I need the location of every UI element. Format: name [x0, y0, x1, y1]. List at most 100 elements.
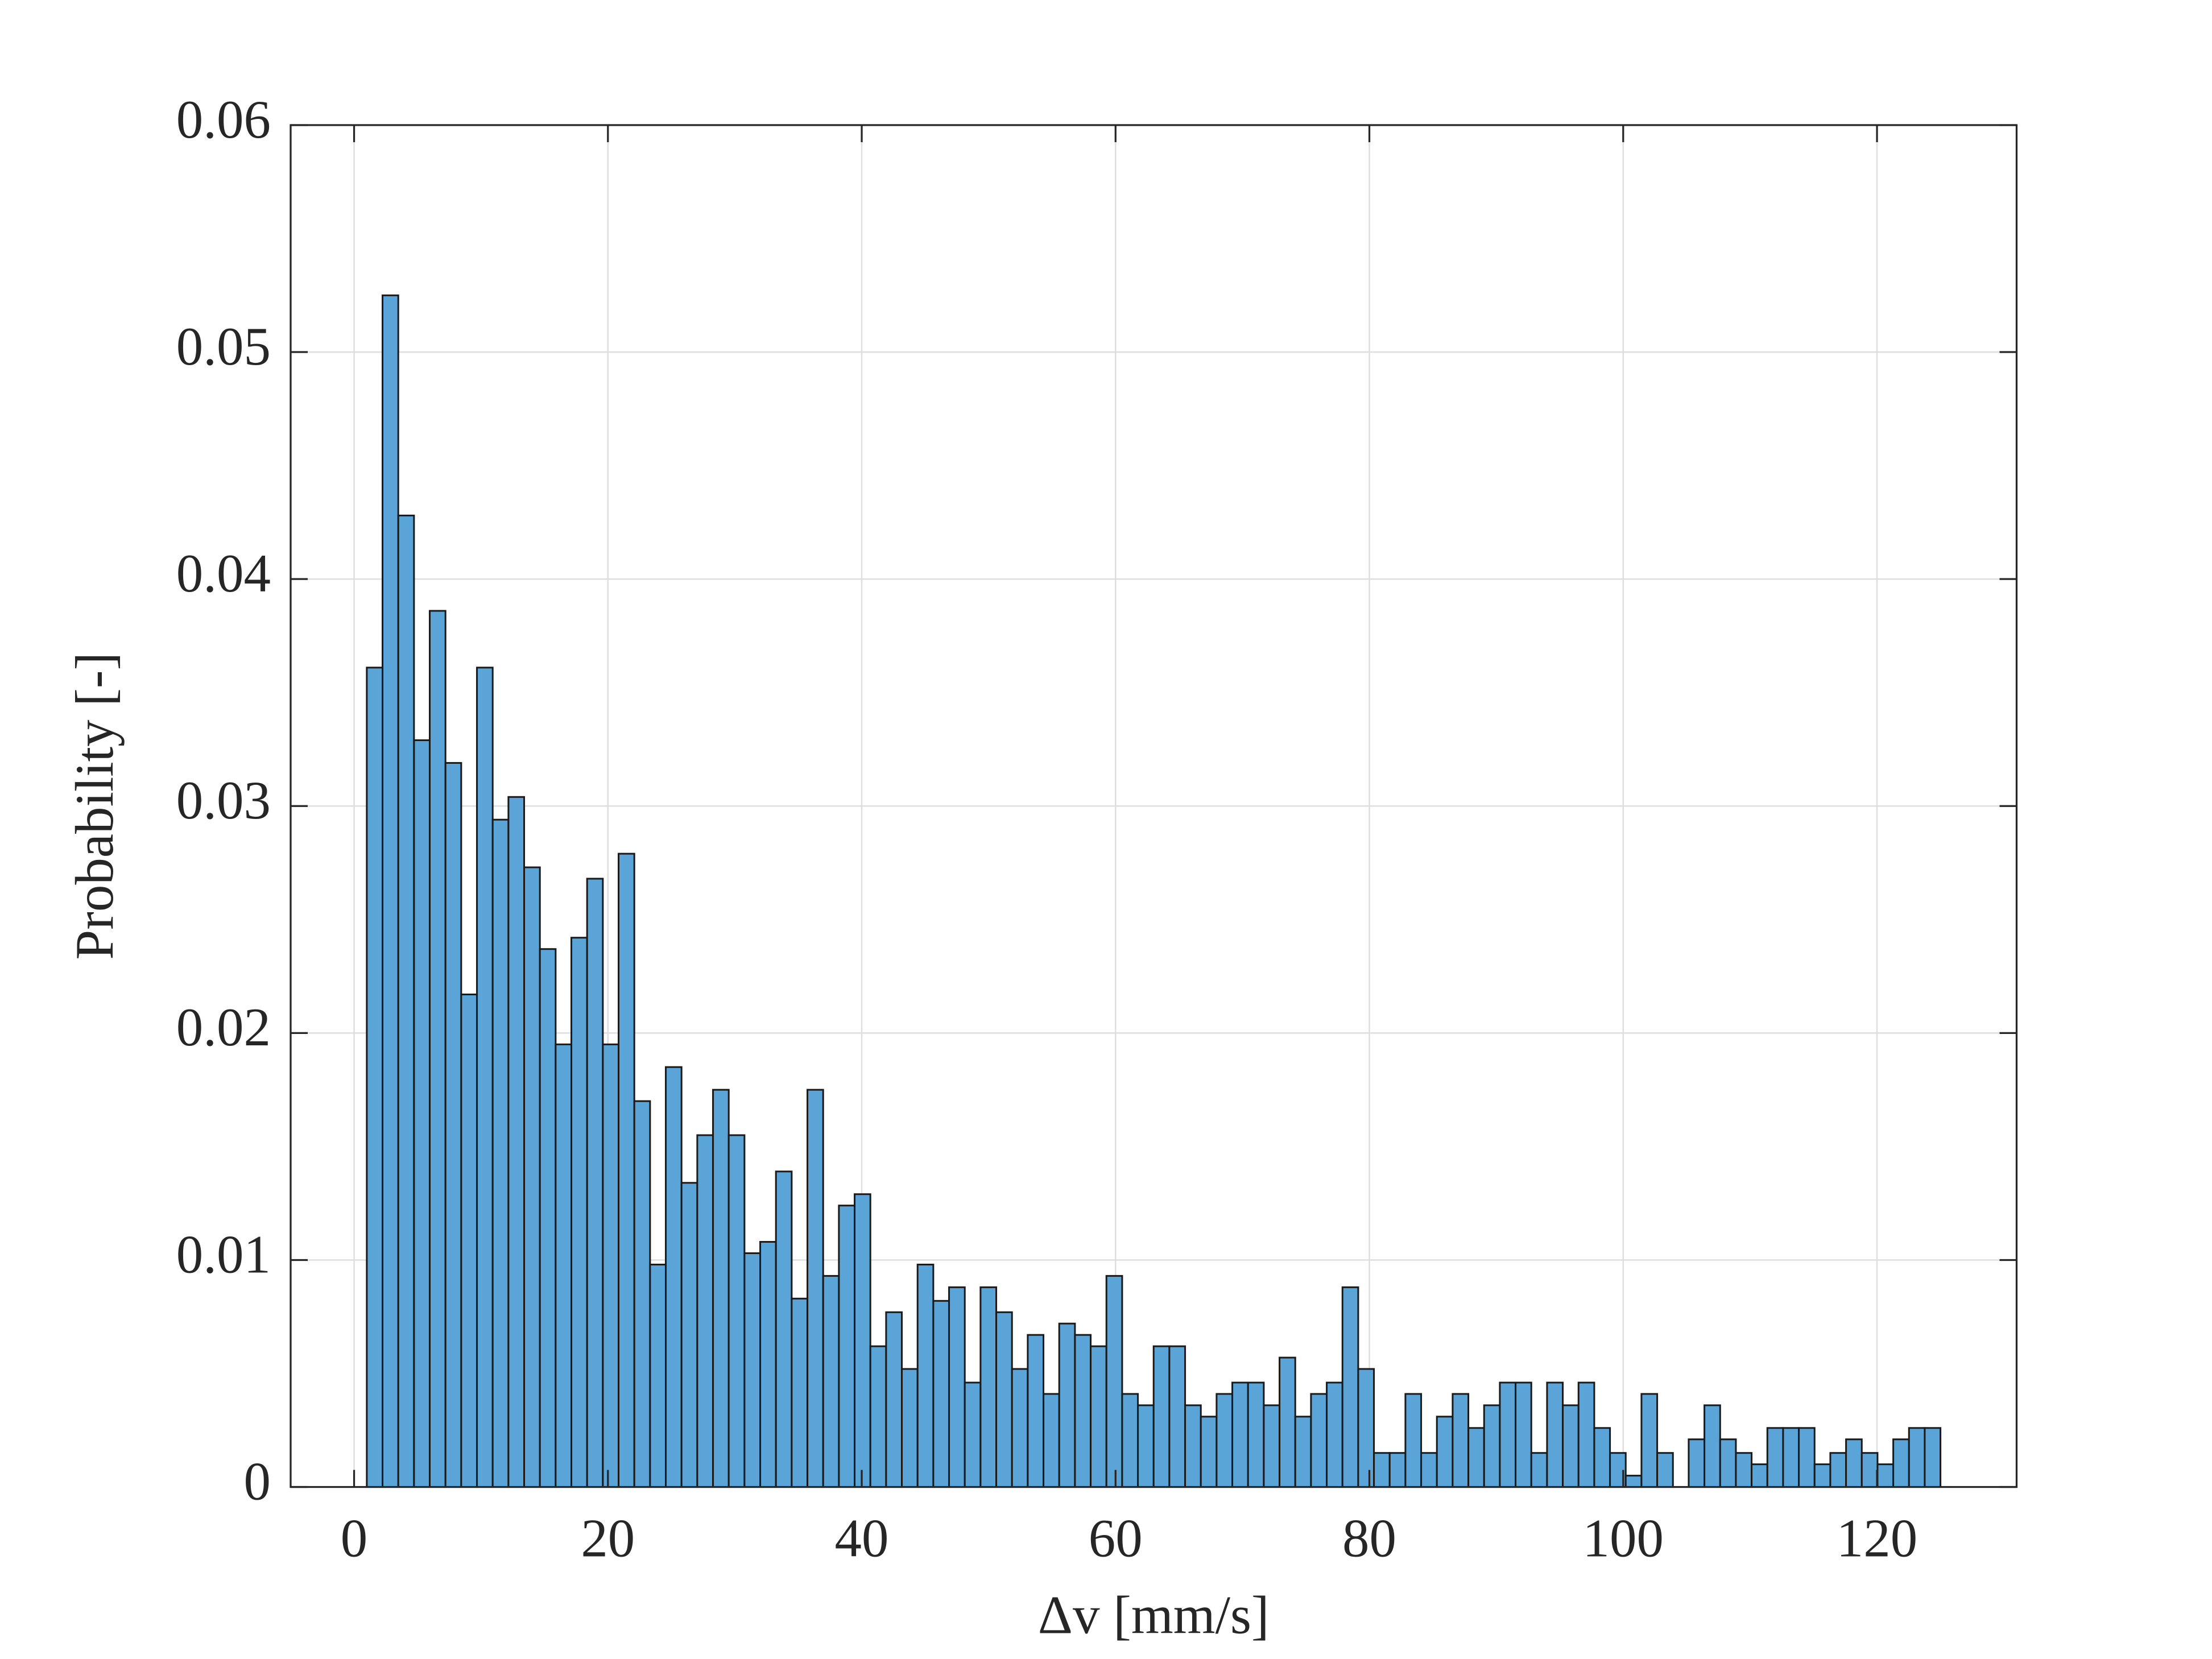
- bar: [1860, 1452, 1879, 1488]
- bar: [649, 1263, 667, 1488]
- bar: [382, 294, 399, 1488]
- bar: [822, 1275, 840, 1488]
- bar: [1813, 1463, 1831, 1488]
- bar: [995, 1311, 1013, 1488]
- x-tick-label: 100: [1583, 1508, 1664, 1568]
- bar: [1530, 1452, 1548, 1488]
- bar: [586, 878, 604, 1488]
- bar: [916, 1263, 935, 1488]
- y-tick-label: 0.06: [176, 89, 271, 150]
- bar: [1515, 1381, 1532, 1488]
- bar: [869, 1345, 887, 1488]
- bar: [1420, 1452, 1438, 1488]
- bar: [1751, 1463, 1768, 1488]
- bar: [1735, 1452, 1753, 1488]
- bar: [1499, 1381, 1517, 1488]
- bar: [633, 1100, 651, 1488]
- bar: [1152, 1345, 1171, 1488]
- bar: [727, 1134, 746, 1488]
- bar: [791, 1297, 809, 1488]
- bar: [1640, 1393, 1659, 1488]
- bar: [1546, 1381, 1564, 1488]
- bar: [901, 1368, 919, 1488]
- bar: [743, 1252, 762, 1488]
- bar: [1168, 1345, 1186, 1488]
- bar: [1766, 1427, 1784, 1488]
- bar: [1058, 1322, 1076, 1488]
- bar: [1247, 1381, 1265, 1488]
- bar: [1656, 1452, 1674, 1488]
- bar: [1294, 1416, 1312, 1488]
- bar: [460, 994, 478, 1488]
- x-tick-label: 0: [341, 1508, 367, 1568]
- bar: [444, 762, 462, 1488]
- bar: [1704, 1404, 1721, 1488]
- bar: [1326, 1381, 1343, 1488]
- y-tick-label: 0.05: [176, 316, 271, 377]
- bar: [1200, 1416, 1218, 1488]
- bar: [397, 514, 415, 1488]
- bar: [775, 1170, 793, 1488]
- bar: [1845, 1438, 1863, 1488]
- bar: [1829, 1452, 1847, 1488]
- bar: [838, 1205, 856, 1488]
- y-tick-label: 0.02: [176, 997, 271, 1057]
- bar: [665, 1066, 683, 1488]
- y-tick-label: 0.01: [176, 1224, 271, 1284]
- bar: [1876, 1463, 1895, 1488]
- bar: [1184, 1404, 1202, 1488]
- x-axis-label: Δv [mm/s]: [1038, 1584, 1270, 1645]
- bar: [1357, 1368, 1375, 1488]
- bar: [1090, 1345, 1107, 1488]
- bar: [507, 796, 526, 1488]
- bar: [555, 1043, 573, 1488]
- bar: [1624, 1475, 1643, 1488]
- bar: [1373, 1452, 1391, 1488]
- bar: [1388, 1452, 1407, 1488]
- bar: [1688, 1438, 1706, 1488]
- bar: [476, 667, 494, 1488]
- bar: [523, 866, 541, 1488]
- bar: [1105, 1275, 1123, 1488]
- bar: [1562, 1404, 1580, 1488]
- bar: [1310, 1393, 1328, 1488]
- bar: [1043, 1393, 1060, 1488]
- bar: [491, 818, 510, 1488]
- bar: [1593, 1427, 1611, 1488]
- bar: [1404, 1393, 1423, 1488]
- bar: [1467, 1427, 1485, 1488]
- bar: [1452, 1393, 1470, 1488]
- bar: [1011, 1368, 1029, 1488]
- bar: [1436, 1416, 1454, 1488]
- y-tick-label: 0: [244, 1451, 271, 1511]
- bar: [1074, 1334, 1092, 1488]
- bar: [1483, 1404, 1501, 1488]
- bar: [539, 948, 557, 1488]
- bar: [712, 1089, 730, 1488]
- y-axis-label: Probability [-]: [64, 652, 125, 960]
- bar: [618, 853, 635, 1488]
- bar: [759, 1241, 777, 1488]
- bar: [696, 1134, 714, 1488]
- bar: [413, 739, 431, 1488]
- bar: [1341, 1286, 1359, 1488]
- bar: [979, 1286, 998, 1488]
- bar: [1263, 1404, 1281, 1488]
- bar: [932, 1300, 950, 1488]
- bar: [570, 937, 588, 1488]
- x-tick-label: 40: [835, 1508, 889, 1568]
- bar: [948, 1286, 966, 1488]
- bar: [1137, 1404, 1155, 1488]
- bar: [885, 1311, 903, 1488]
- x-tick-label: 20: [581, 1508, 635, 1568]
- bar: [1279, 1356, 1296, 1488]
- bar: [602, 1043, 620, 1488]
- bar: [854, 1193, 871, 1488]
- bar: [964, 1381, 982, 1488]
- y-tick-label: 0.04: [176, 543, 271, 603]
- bar: [366, 667, 384, 1488]
- y-tick-label: 0.03: [176, 770, 271, 830]
- bar: [1719, 1438, 1737, 1488]
- x-tick-label: 60: [1089, 1508, 1143, 1568]
